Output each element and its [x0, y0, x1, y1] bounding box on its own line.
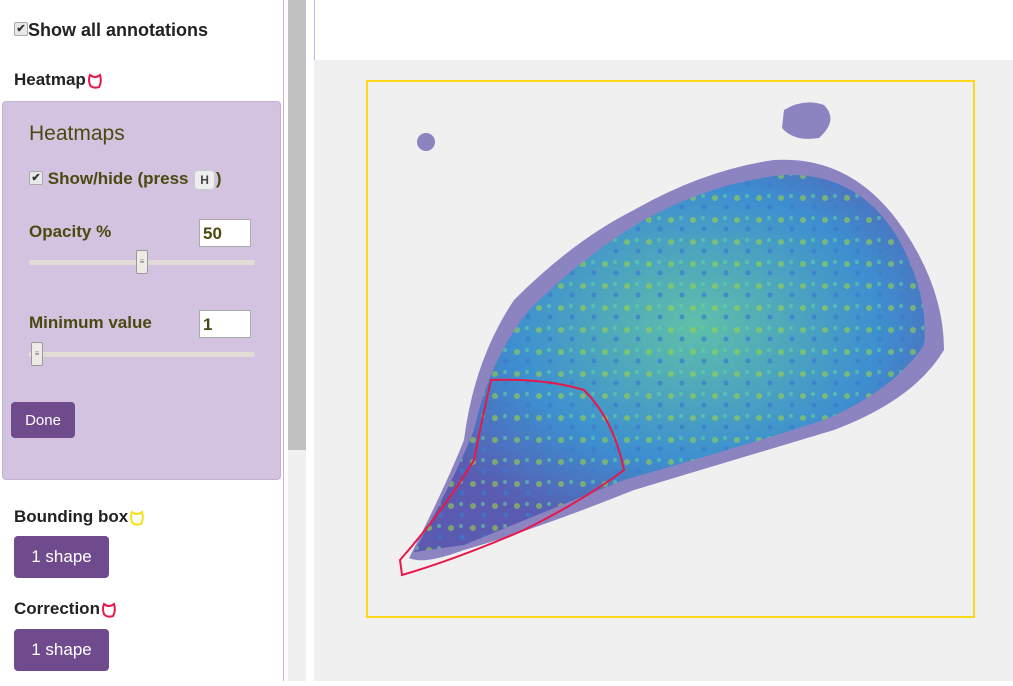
heatmap-section-title: Heatmap — [14, 70, 103, 90]
lasso-icon — [87, 72, 102, 89]
minimum-value-input[interactable]: 1 — [199, 310, 251, 338]
opacity-slider-handle[interactable]: ≡ — [136, 250, 148, 274]
minimum-value-slider[interactable]: ≡ — [29, 342, 255, 366]
viewer-toolbar-area — [314, 0, 1013, 60]
lasso-icon — [130, 509, 145, 526]
slide-canvas[interactable] — [314, 60, 1013, 681]
opacity-label: Opacity % — [29, 222, 112, 241]
panel-title: Heatmaps — [29, 122, 125, 145]
correction-shapes-button[interactable]: 1 shape — [14, 629, 109, 671]
show-hide-label: Show/hide (press — [47, 169, 189, 188]
done-button[interactable]: Done — [11, 402, 75, 438]
show-hide-toggle[interactable]: ✔ Show/hide (press H) — [29, 169, 222, 190]
heatmap-overlay — [409, 102, 944, 561]
minimum-value-label: Minimum value — [29, 313, 152, 332]
sidebar-scrollbar[interactable] — [288, 0, 306, 681]
heatmap-title-text: Heatmap — [14, 70, 86, 89]
correction-title: Correction — [14, 599, 117, 619]
bounding-box-shapes-button[interactable]: 1 shape — [14, 536, 109, 578]
heatmaps-panel: Heatmaps ✔ Show/hide (press H) Opacity %… — [2, 101, 281, 480]
key-h: H — [194, 169, 215, 190]
show-all-checkbox[interactable]: ✔ — [14, 22, 28, 36]
slide-viewer[interactable] — [314, 60, 1013, 681]
opacity-slider[interactable]: ≡ — [29, 250, 255, 274]
bounding-box-annotation[interactable] — [366, 80, 975, 618]
correction-annotation[interactable] — [398, 378, 626, 577]
scrollbar-thumb[interactable] — [288, 0, 306, 450]
sidebar: ✔ Show all annotations Heatmap Heatmaps ✔… — [0, 0, 284, 681]
show-hide-close: ) — [215, 169, 222, 188]
minimum-slider-handle[interactable]: ≡ — [31, 342, 43, 366]
correction-title-text: Correction — [14, 599, 100, 618]
opacity-input[interactable]: 50 — [199, 219, 251, 247]
bounding-box-title: Bounding box — [14, 507, 145, 527]
show-all-label: Show all annotations — [28, 20, 209, 40]
show-all-annotations[interactable]: ✔ Show all annotations — [14, 20, 208, 41]
show-hide-checkbox[interactable]: ✔ — [29, 171, 43, 185]
lasso-icon — [101, 601, 116, 618]
bounding-box-title-text: Bounding box — [14, 507, 129, 526]
